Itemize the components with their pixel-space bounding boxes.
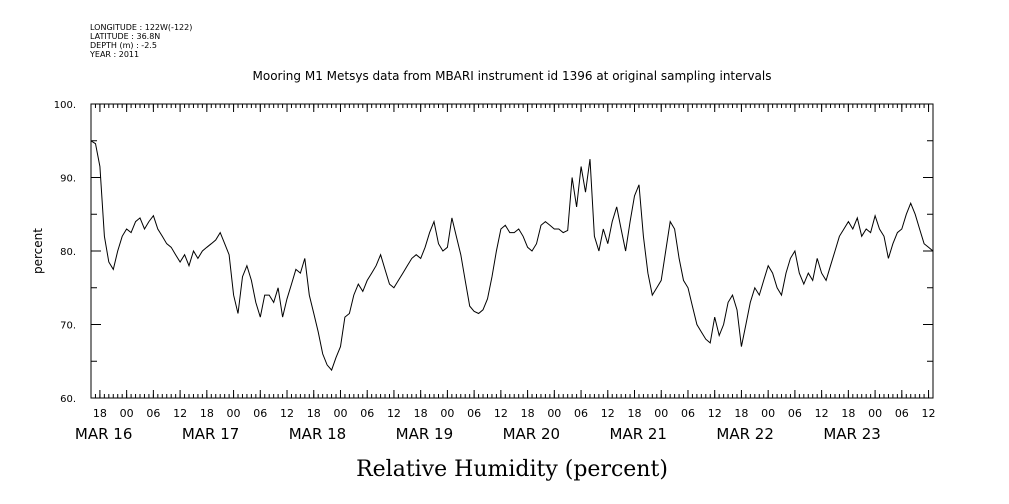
hour-ticks xyxy=(99,104,930,398)
day-label: MAR 22 xyxy=(716,425,773,443)
hour-tick-label: 12 xyxy=(922,407,936,420)
day-label: MAR 18 xyxy=(289,425,346,443)
hour-tick-label: 18 xyxy=(521,407,535,420)
hour-tick-label: 00 xyxy=(654,407,668,420)
hour-tick-label: 06 xyxy=(360,407,374,420)
hour-tick-label: 00 xyxy=(120,407,134,420)
hour-labels: 18 00 06 12 18 00 06 12 18 00 06 12 18 00 06 12 18 00 06 12… xyxy=(93,407,936,420)
x-axis-label: Relative Humidity (percent) xyxy=(356,457,668,482)
hour-tick-label: 00 xyxy=(547,407,561,420)
meta-latitude: LATITUDE : 36.8N xyxy=(90,32,160,41)
hour-tick-label: 12 xyxy=(815,407,829,420)
minor-ticks xyxy=(90,104,934,398)
hour-tick-label: 18 xyxy=(93,407,107,420)
y-tick-label: 100. xyxy=(54,100,76,111)
metadata-block: LONGITUDE : 122W(-122) LATITUDE : 36.8N … xyxy=(89,23,192,59)
y-axis-label: percent xyxy=(31,228,45,274)
plot-frame xyxy=(90,103,934,399)
day-label: MAR 19 xyxy=(396,425,453,443)
hour-tick-label: 12 xyxy=(280,407,294,420)
y-ticks: 60. 70. 80. 90. 100. xyxy=(54,100,933,405)
y-tick-label: 90. xyxy=(60,174,76,185)
day-label: MAR 23 xyxy=(823,425,880,443)
hour-tick-label: 12 xyxy=(494,407,508,420)
hour-tick-label: 06 xyxy=(895,407,909,420)
hour-tick-label: 18 xyxy=(734,407,748,420)
meta-depth: DEPTH (m) : -2.5 xyxy=(90,41,157,50)
hour-tick-label: 06 xyxy=(146,407,160,420)
hour-tick-label: 00 xyxy=(868,407,882,420)
hour-tick-label: 12 xyxy=(173,407,187,420)
day-label: MAR 17 xyxy=(182,425,239,443)
chart-title: Mooring M1 Metsys data from MBARI instru… xyxy=(253,69,772,83)
hour-tick-label: 00 xyxy=(333,407,347,420)
hour-tick-label: 18 xyxy=(200,407,214,420)
hour-tick-label: 00 xyxy=(227,407,241,420)
hour-tick-label: 12 xyxy=(708,407,722,420)
hour-tick-label: 06 xyxy=(681,407,695,420)
day-labels: MAR 16 MAR 17 MAR 18 MAR 19 MAR 20 MAR 21 MAR … xyxy=(75,425,881,443)
day-label: MAR 16 xyxy=(75,425,132,443)
meta-longitude: LONGITUDE : 122W(-122) xyxy=(90,23,192,32)
hour-tick-label: 06 xyxy=(253,407,267,420)
hour-tick-label: 00 xyxy=(761,407,775,420)
hour-tick-label: 06 xyxy=(574,407,588,420)
meta-year: YEAR : 2011 xyxy=(89,50,139,59)
day-label: MAR 20 xyxy=(503,425,560,443)
hour-tick-label: 00 xyxy=(440,407,454,420)
y-tick-label: 80. xyxy=(60,247,76,258)
hour-tick-label: 18 xyxy=(307,407,321,420)
hour-tick-label: 18 xyxy=(628,407,642,420)
hour-tick-label: 18 xyxy=(841,407,855,420)
y-tick-label: 70. xyxy=(60,321,76,332)
hour-tick-label: 18 xyxy=(414,407,428,420)
hour-tick-label: 12 xyxy=(601,407,615,420)
series-line-relative-humidity xyxy=(90,140,934,372)
hour-tick-label: 06 xyxy=(788,407,802,420)
day-label: MAR 21 xyxy=(610,425,667,443)
y-tick-label: 60. xyxy=(60,394,76,405)
hour-tick-label: 06 xyxy=(467,407,481,420)
hour-tick-label: 12 xyxy=(387,407,401,420)
